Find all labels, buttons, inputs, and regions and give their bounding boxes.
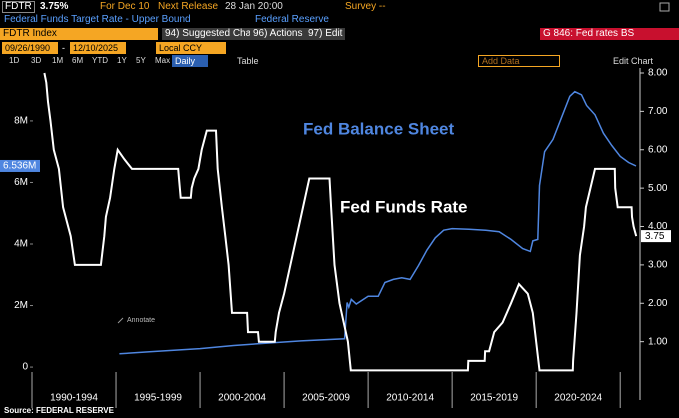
x-period-label: 2020-2024 xyxy=(554,393,602,404)
y2-tick-label: 8.00 xyxy=(648,68,668,79)
annotation: Fed Funds Rate xyxy=(340,197,468,216)
end-date[interactable]: 12/10/2025 xyxy=(70,42,126,54)
period-button[interactable]: 6M xyxy=(72,56,84,65)
survey: Survey -- xyxy=(345,1,386,12)
release-date: 28 Jan 20:00 xyxy=(225,1,283,12)
last-value-label: 6.536M xyxy=(3,161,36,172)
source-note: Source: FEDERAL RESERVE xyxy=(4,406,114,415)
next-release: Next Release xyxy=(158,1,219,12)
price: 3.75% xyxy=(40,1,69,12)
y-tick-label: 4M xyxy=(14,239,28,250)
series-line xyxy=(119,90,637,355)
x-period-label: 1995-1999 xyxy=(134,393,182,404)
header-icons xyxy=(659,2,670,12)
series-line xyxy=(43,72,638,372)
x-period-label: 2000-2004 xyxy=(218,393,266,404)
description: Federal Funds Target Rate - Upper Bound xyxy=(4,14,191,25)
ticker: FDTR xyxy=(2,1,35,13)
last-value-box xyxy=(641,230,671,243)
y2-tick-label: 1.00 xyxy=(648,336,668,347)
period-button[interactable]: YTD xyxy=(92,56,108,65)
frequency[interactable]: Daily xyxy=(172,55,208,67)
chart-id[interactable]: G 846: Fed rates BS xyxy=(540,28,679,40)
security-field[interactable]: FDTR Index xyxy=(0,28,158,40)
y-tick-label: 6M xyxy=(14,177,28,188)
info: For Dec 10 xyxy=(100,1,150,12)
toolbar-button[interactable]: 96) Actions xyxy=(250,28,306,40)
y2-tick-label: 2.00 xyxy=(648,298,668,309)
y2-tick-label: 7.00 xyxy=(648,106,668,117)
x-period-label: 2010-2014 xyxy=(386,393,434,404)
period-button[interactable]: 1Y xyxy=(117,56,127,65)
y-tick-label: 0 xyxy=(22,362,28,373)
annotate-icon xyxy=(117,317,124,324)
toolbar-button[interactable]: 94) Suggested Charts xyxy=(162,28,266,40)
y2-tick-label: 6.00 xyxy=(648,144,668,155)
annotate-label: Annotate xyxy=(127,317,155,324)
date-separator: - xyxy=(62,43,65,53)
annotation: Fed Balance Sheet xyxy=(303,119,455,138)
last-value-label: 3.75 xyxy=(645,231,665,242)
last-value-box xyxy=(0,159,40,172)
currency[interactable]: Local CCY xyxy=(156,42,226,54)
add-data[interactable]: Add Data xyxy=(478,55,560,67)
edit-chart[interactable]: Edit Chart xyxy=(613,56,654,66)
y-tick-label: 8M xyxy=(14,116,28,127)
toolbar-button[interactable]: 97) Edit xyxy=(305,28,346,40)
x-period-label: 2015-2019 xyxy=(470,393,518,404)
x-period-label: 2005-2009 xyxy=(302,393,350,404)
period-button[interactable]: 1D xyxy=(9,56,20,65)
expand-icon[interactable] xyxy=(659,2,670,12)
period-button[interactable]: Max xyxy=(155,56,171,65)
table-button[interactable]: Table xyxy=(237,56,259,66)
period-button[interactable]: 3D xyxy=(31,56,42,65)
y-tick-label: 2M xyxy=(14,300,28,311)
x-period-label: 1990-1994 xyxy=(50,393,98,404)
period-button[interactable]: 1M xyxy=(52,56,64,65)
source-name: Federal Reserve xyxy=(255,14,329,25)
start-date[interactable]: 09/26/1990 xyxy=(2,42,58,54)
period-button[interactable]: 5Y xyxy=(136,56,146,65)
y2-tick-label: 3.00 xyxy=(648,260,668,271)
y2-tick-label: 4.00 xyxy=(648,221,668,232)
y2-tick-label: 5.00 xyxy=(648,183,668,194)
